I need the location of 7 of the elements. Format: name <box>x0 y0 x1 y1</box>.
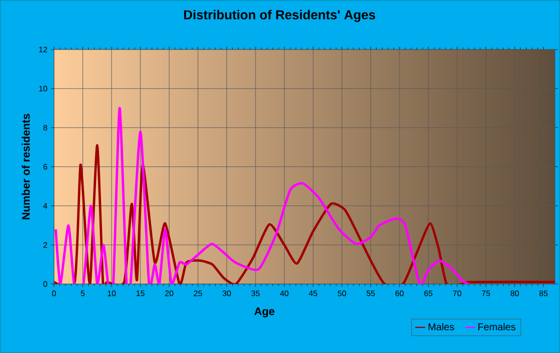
line-series <box>54 144 556 284</box>
x-axis-title: Age <box>254 308 274 318</box>
chart-title: Distribution of Residents' Ages <box>184 10 376 22</box>
line-series <box>54 106 470 284</box>
y-axis-title: Number of residents <box>22 114 30 220</box>
legend-label: Males <box>428 323 454 330</box>
legend-label: Females <box>478 323 516 330</box>
